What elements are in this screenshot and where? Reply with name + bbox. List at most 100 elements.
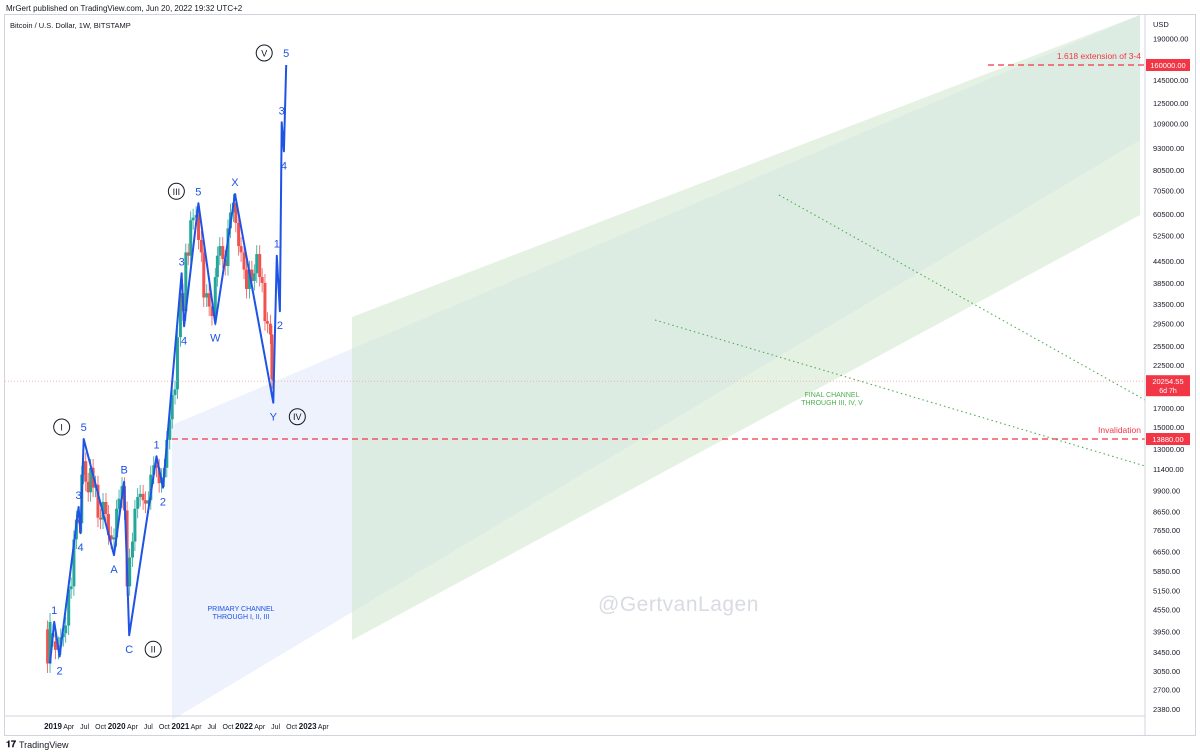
chart-frame: [4, 14, 1196, 736]
wave-label: 3: [279, 105, 285, 117]
time-axis[interactable]: 2019 Apr Jul Oct 2020 Apr Jul Oct 2021 Apr Jul Oct 2…: [5, 715, 1145, 731]
price-axis-unit: USD: [1153, 20, 1169, 29]
price-tick-label: 8650.00: [1153, 507, 1180, 516]
time-tick-label: 2021: [172, 722, 190, 731]
wave-label: 4: [77, 542, 83, 554]
candle-body: [234, 202, 238, 223]
candle-body: [242, 252, 246, 270]
price-tick-label: 11400.00: [1153, 465, 1184, 474]
wave-label: B: [120, 465, 127, 477]
time-tick-label: Jul: [207, 724, 216, 731]
level-annotation: 1.618 extension of 3-4: [1057, 51, 1141, 61]
candle-body: [109, 535, 113, 540]
major-wave-circle: [255, 44, 273, 62]
candle-body: [86, 481, 90, 493]
level-price-tag: [1146, 59, 1190, 71]
candle-body: [210, 306, 214, 317]
wave-labels-layer: 1 2 3 4 5 I A B C II 1 2 3 4 5 III W X Y IV 1 2 3 4 5 V: [51, 44, 306, 678]
price-tick-label: 2380.00: [1153, 705, 1180, 714]
channel-annotation: PRIMARY CHANNEL: [207, 606, 274, 613]
candle-body: [226, 228, 230, 267]
price-tick-label: 22500.00: [1153, 361, 1184, 370]
wave-label: 2: [57, 666, 63, 678]
price-tick-label: 190000.00: [1153, 35, 1188, 44]
candle-body: [138, 493, 142, 498]
time-tick-label: Jul: [144, 724, 153, 731]
channel-annotation: THROUGH III, IV, V: [801, 400, 863, 407]
candle-body: [157, 467, 161, 484]
candle-body: [244, 269, 248, 290]
price-tick-label: 3450.00: [1153, 648, 1180, 657]
candle-body: [136, 497, 140, 509]
major-wave-circle: [167, 182, 185, 200]
candle-body: [146, 500, 150, 504]
wave-layer: [49, 64, 288, 664]
major-wave-label: IV: [293, 412, 302, 422]
candle-body: [270, 334, 274, 380]
price-tick-label: 29500.00: [1153, 320, 1184, 329]
price-tick-label: 125000.00: [1153, 99, 1188, 108]
price-axis[interactable]: USD 190000.00 145000.00 125000.00 109000.00 9…: [1144, 15, 1190, 735]
candle-body: [263, 282, 267, 322]
tradingview-logo-icon[interactable]: 𝟏𝟕: [6, 739, 17, 749]
price-tick-label: 44500.00: [1153, 257, 1184, 266]
candle-body: [178, 293, 182, 338]
footer-brand[interactable]: TradingView: [19, 739, 69, 750]
current-price-label: 20254.55: [1152, 377, 1183, 386]
major-wave-circle: [144, 640, 162, 658]
candle-body: [128, 557, 132, 587]
candle-body: [237, 222, 241, 247]
candle-body: [99, 517, 103, 520]
wave-label: X: [231, 177, 239, 189]
time-tick-label: Jul: [271, 724, 280, 731]
levels-layer: [5, 64, 1145, 467]
price-tick-label: 5150.00: [1153, 587, 1180, 596]
current-price-tag: [1146, 375, 1190, 397]
candle-body: [191, 217, 195, 221]
candle-body: [189, 220, 193, 256]
price-tick-label: 60500.00: [1153, 210, 1184, 219]
candle-body: [205, 293, 209, 298]
candle-body: [155, 465, 159, 468]
time-tick-label: Apr: [127, 724, 139, 731]
price-tick-label: 6650.00: [1153, 548, 1180, 557]
current-price-countdown: 6d 7h: [1159, 388, 1177, 395]
elliott-wave-path: [49, 64, 288, 664]
candle-body: [207, 293, 211, 307]
wave-label: Y: [270, 412, 278, 424]
candle-body: [268, 323, 272, 335]
wave-label: 4: [181, 335, 187, 347]
candle-body: [170, 395, 174, 420]
price-tick-label: 109000.00: [1153, 120, 1188, 129]
candle-body: [199, 239, 203, 253]
candle-body: [213, 277, 217, 317]
time-tick-label: 2019: [44, 722, 62, 731]
candle-body: [115, 508, 119, 538]
candle-body: [89, 467, 93, 493]
candle-body: [46, 629, 50, 664]
major-wave-circle: [288, 408, 306, 426]
price-tick-label: 33500.00: [1153, 300, 1184, 309]
final-channel: [352, 15, 1140, 640]
wave-label: W: [210, 333, 221, 345]
candle-body: [252, 273, 256, 281]
major-wave-label: I: [60, 423, 63, 433]
time-tick-label: 2022: [235, 722, 253, 731]
candle-body: [48, 621, 52, 664]
major-wave-label: III: [173, 187, 181, 197]
price-tick-label: 17000.00: [1153, 404, 1184, 413]
price-tick-label: 13000.00: [1153, 445, 1184, 454]
time-tick-label: Apr: [254, 724, 266, 731]
time-tick-label: Apr: [191, 724, 203, 731]
candle-body: [96, 484, 100, 518]
price-tick-label: 15000.00: [1153, 423, 1184, 432]
candle-body: [215, 255, 219, 278]
time-tick-label: 2020: [108, 722, 126, 731]
wave-label: 2: [277, 320, 283, 332]
candle-body: [221, 246, 225, 260]
candle-body: [144, 500, 148, 504]
candle-body: [141, 493, 145, 501]
wave-label: 3: [76, 490, 82, 502]
